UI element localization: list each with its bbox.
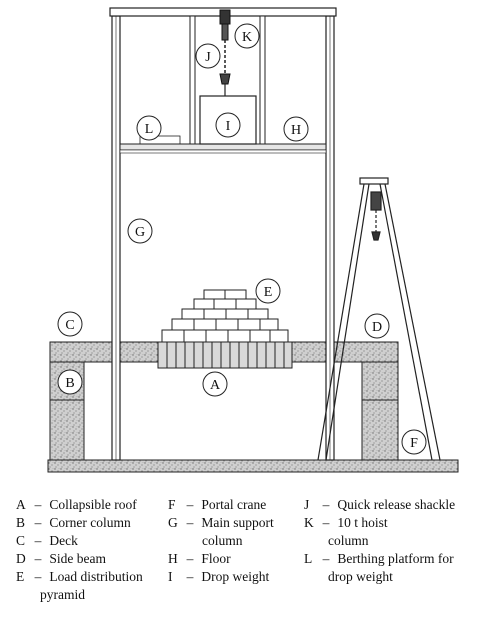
svg-text:B: B — [65, 376, 74, 391]
callout-e: E — [255, 278, 281, 304]
collapsible-roof — [157, 341, 293, 369]
legend-item-k: K – 10 t hoist column — [304, 515, 388, 548]
hoist-column-right — [259, 15, 266, 145]
deck-right — [291, 341, 399, 363]
hoist-column-left — [189, 15, 196, 145]
load-distribution-pyramid — [161, 289, 289, 343]
legend-item-i: I – Drop weight — [168, 569, 270, 584]
callout-l: L — [136, 115, 162, 141]
svg-text:H: H — [291, 123, 301, 138]
ground-slab — [47, 459, 459, 473]
legend-item-c: C – Deck — [16, 533, 78, 548]
legend-item-e: E – Load distribution pyramid — [16, 569, 143, 602]
legend-item-f: F – Portal crane — [168, 497, 267, 512]
callout-j: J — [195, 43, 221, 69]
deck-left — [49, 341, 159, 363]
svg-text:G: G — [135, 225, 145, 240]
svg-text:K: K — [242, 30, 252, 45]
legend-item-a: A – Collapsible roof — [16, 497, 137, 512]
floor — [119, 143, 327, 151]
corner-column-right — [361, 361, 399, 461]
svg-text:A: A — [210, 378, 221, 393]
callout-a: A — [202, 371, 228, 397]
callout-i: I — [215, 112, 241, 138]
callout-d: D — [364, 313, 390, 339]
callout-b: B — [57, 369, 83, 395]
callout-f: F — [401, 429, 427, 455]
hoist-assembly — [219, 9, 231, 96]
svg-text:E: E — [264, 285, 273, 300]
legend-item-d: D – Side beam — [16, 551, 106, 566]
callout-c: C — [57, 311, 83, 337]
svg-text:D: D — [372, 320, 382, 335]
test-rig-diagram: A B C D E F G H I J K L — [47, 7, 459, 473]
svg-text:J: J — [205, 50, 211, 65]
legend-item-j: J – Quick release shackle — [304, 497, 456, 512]
legend-item-b: B – Corner column — [16, 515, 131, 530]
portal-crane — [317, 177, 441, 461]
berthing-platform — [139, 135, 181, 145]
svg-text:F: F — [410, 436, 418, 451]
svg-text:C: C — [65, 318, 74, 333]
legend-item-g: G – Main support column — [168, 515, 274, 548]
callout-k: K — [234, 23, 260, 49]
legend-item-l: L – Berthing platform for drop weight — [304, 551, 454, 584]
callout-h: H — [283, 116, 309, 142]
svg-text:I: I — [226, 119, 231, 134]
callout-g: G — [127, 218, 153, 244]
svg-text:L: L — [145, 122, 154, 137]
legend: A – Collapsible roof B – Corner column C – … — [0, 486, 480, 618]
legend-item-h: H – Floor — [168, 551, 231, 566]
